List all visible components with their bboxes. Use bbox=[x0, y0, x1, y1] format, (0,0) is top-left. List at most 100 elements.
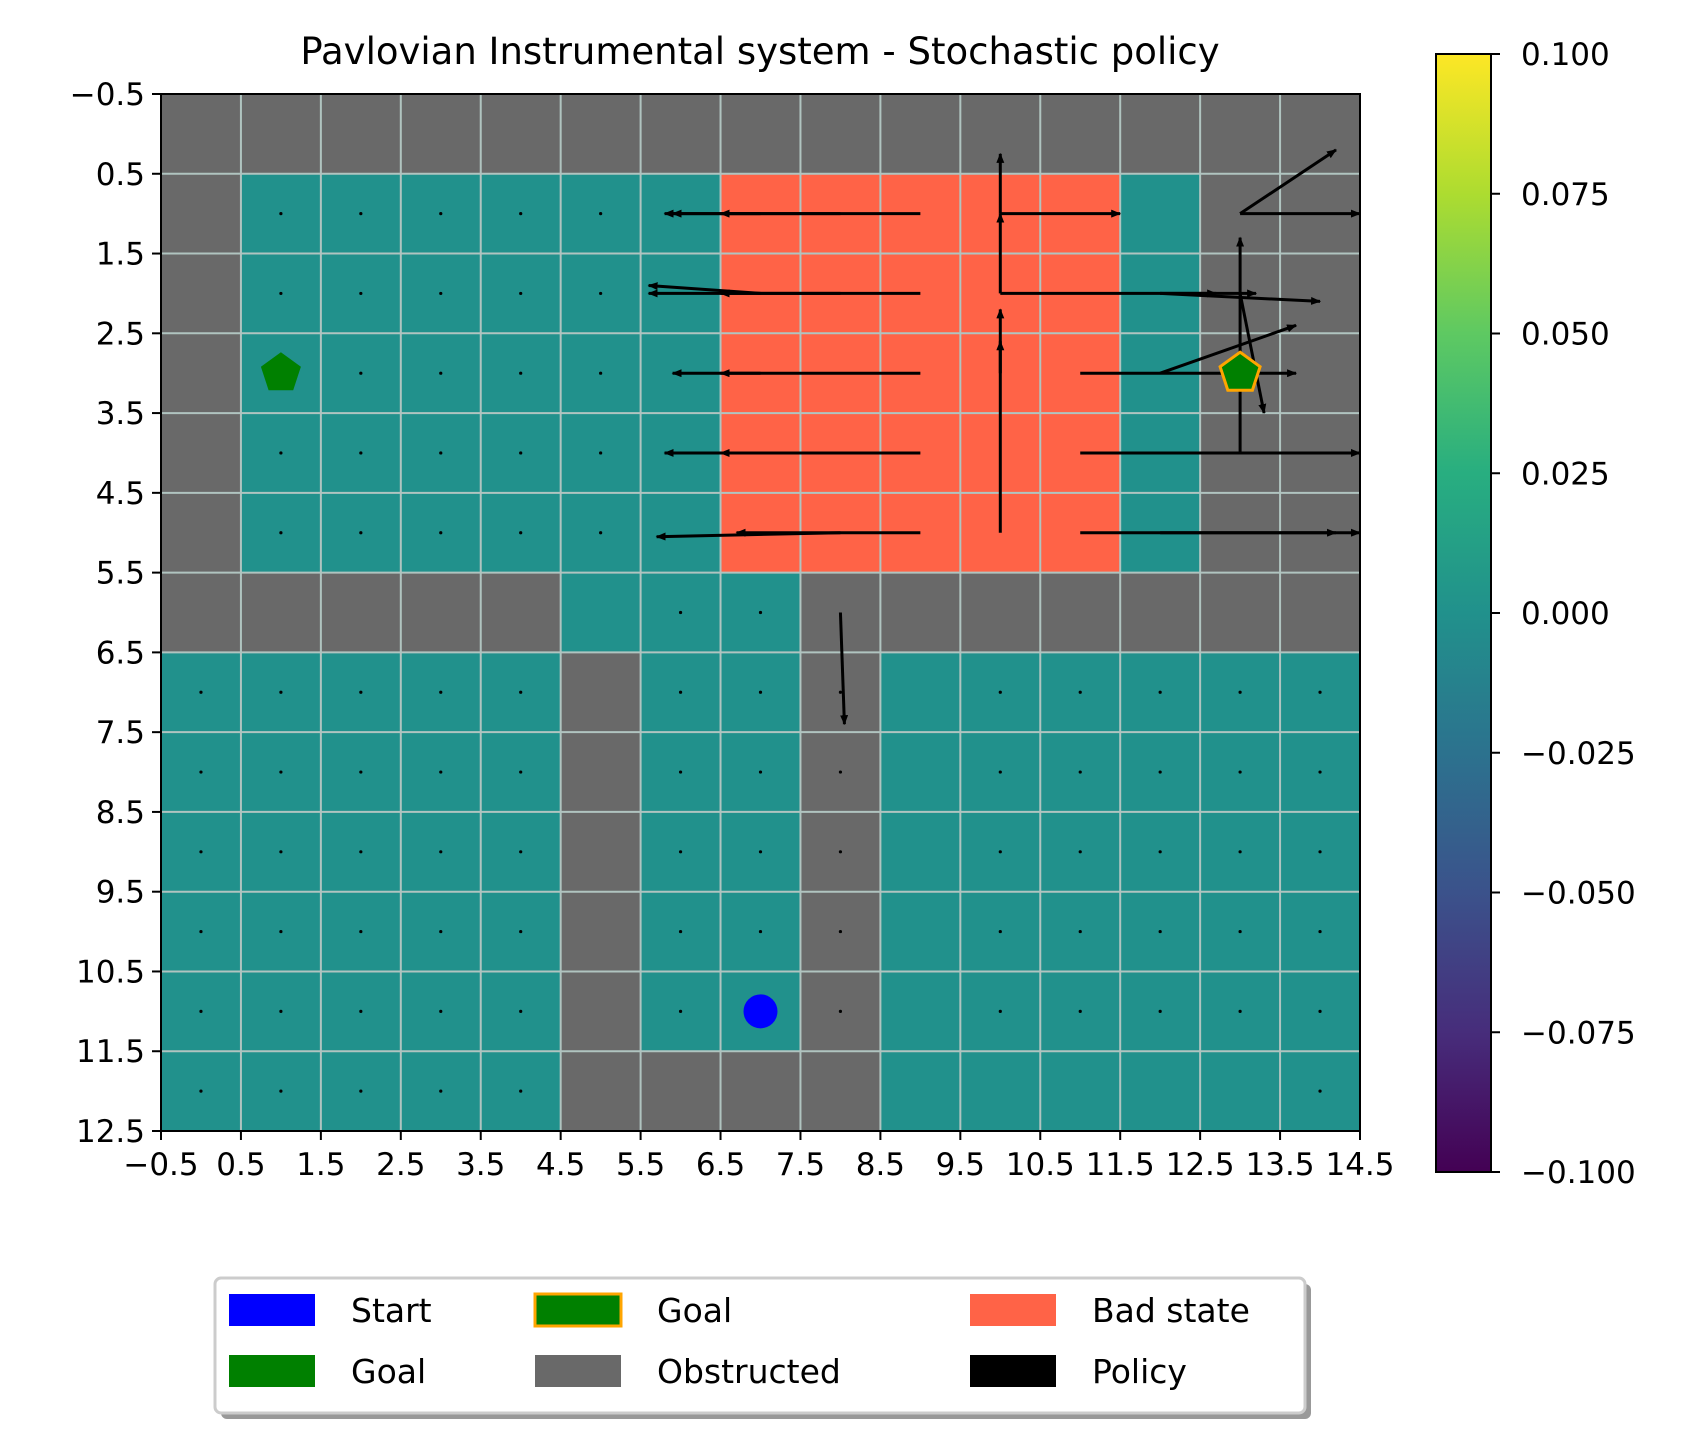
x-tick-label: 14.5 bbox=[1325, 1147, 1394, 1183]
policy-dot bbox=[359, 371, 363, 375]
y-tick-label: 3.5 bbox=[96, 396, 145, 432]
legend-swatch bbox=[533, 1292, 623, 1328]
colorbar-tick-label: −0.075 bbox=[1521, 1015, 1636, 1051]
policy-dot bbox=[758, 850, 763, 854]
colorbar-tick-label: 0.050 bbox=[1521, 317, 1610, 353]
grid-cell bbox=[560, 572, 642, 653]
policy-dot bbox=[758, 929, 763, 934]
x-tick-label: 8.5 bbox=[856, 1147, 905, 1183]
policy-dot bbox=[439, 371, 443, 375]
x-tick-label: 1.5 bbox=[296, 1147, 345, 1183]
policy-dot bbox=[279, 531, 283, 535]
policy-dot bbox=[1238, 1009, 1242, 1013]
policy-dot bbox=[758, 610, 763, 615]
grid-cell bbox=[1040, 1051, 1121, 1132]
policy-dot bbox=[758, 770, 763, 774]
y-tick-label: 10.5 bbox=[76, 954, 145, 990]
y-tick-label: 12.5 bbox=[76, 1114, 145, 1150]
policy-dot bbox=[678, 1009, 683, 1013]
obstructed-cell bbox=[1200, 572, 1281, 653]
legend-label: Goal bbox=[351, 1352, 426, 1391]
obstructed-cell bbox=[560, 1051, 642, 1132]
policy-dot bbox=[199, 929, 203, 934]
obstructed-cell bbox=[560, 971, 642, 1052]
x-tick-label: 0.5 bbox=[216, 1147, 265, 1183]
colorbar-tick-label: −0.050 bbox=[1521, 876, 1636, 912]
policy-dot bbox=[279, 929, 283, 934]
policy-dot bbox=[599, 531, 603, 535]
policy-dot bbox=[439, 291, 443, 296]
policy-dot bbox=[1318, 1009, 1322, 1013]
obstructed-cell bbox=[320, 572, 402, 653]
policy-dot bbox=[519, 212, 523, 216]
policy-arrow bbox=[1159, 323, 1297, 375]
policy-dot bbox=[1078, 1009, 1082, 1013]
policy-dot bbox=[838, 1009, 843, 1013]
y-tick-label: 7.5 bbox=[96, 715, 145, 751]
x-tick-label: 3.5 bbox=[456, 1147, 505, 1183]
colorbar-gradient bbox=[1436, 54, 1491, 1172]
colorbar: 0.100 0.075 0.050 0.025 0.000 −0.025 −0.050 −0.… bbox=[1435, 37, 1636, 1191]
policy-dot bbox=[359, 1089, 363, 1093]
policy-dot bbox=[519, 850, 523, 854]
policy-dot bbox=[1318, 690, 1322, 694]
y-tick-label: −0.5 bbox=[70, 77, 145, 113]
policy-dot bbox=[1158, 929, 1162, 934]
y-tick-label: 8.5 bbox=[96, 795, 145, 831]
policy-arrow bbox=[838, 612, 849, 726]
policy-dot bbox=[279, 291, 283, 296]
policy-dot bbox=[838, 929, 843, 934]
obstructed-cell bbox=[1120, 572, 1201, 653]
x-tick-label: 9.5 bbox=[936, 1147, 985, 1183]
policy-dot bbox=[279, 690, 283, 694]
policy-dot bbox=[1158, 850, 1162, 854]
policy-dot bbox=[199, 770, 203, 774]
plot-frame bbox=[160, 93, 1361, 1132]
policy-dot bbox=[1318, 770, 1322, 774]
y-axis: −0.5 0.5 1.5 2.5 3.5 4.5 5.5 6.5 7.5 8.5 9.5 10.5 11… bbox=[70, 77, 161, 1150]
policy-dot bbox=[359, 690, 363, 694]
policy-dot bbox=[1238, 850, 1242, 854]
obstructed-cell bbox=[800, 1051, 881, 1132]
grid-cell bbox=[1200, 1051, 1281, 1132]
x-tick-label: 7.5 bbox=[776, 1147, 825, 1183]
obstructed-cell bbox=[1040, 572, 1121, 653]
policy-dot bbox=[678, 770, 683, 774]
policy-dot bbox=[519, 531, 523, 535]
policy-dot bbox=[359, 531, 363, 535]
obstructed-cell bbox=[880, 94, 961, 175]
policy-dot bbox=[439, 850, 443, 854]
grid-cell bbox=[880, 891, 961, 973]
obstructed-cell bbox=[1040, 94, 1121, 175]
grid-cell bbox=[880, 971, 961, 1052]
policy-dot bbox=[838, 770, 843, 774]
policy-dot bbox=[439, 1089, 443, 1093]
policy-dot bbox=[519, 1009, 523, 1013]
start-marker bbox=[743, 994, 778, 1029]
obstructed-cell bbox=[560, 811, 642, 893]
x-tick-label: 6.5 bbox=[696, 1147, 745, 1183]
obstructed-cell bbox=[960, 572, 1041, 653]
policy-dot bbox=[439, 929, 443, 934]
x-tick-label: 13.5 bbox=[1246, 1147, 1315, 1183]
obstructed-cell bbox=[640, 1051, 722, 1132]
policy-arrow bbox=[1239, 148, 1337, 215]
obstructed-cell bbox=[640, 94, 722, 175]
policy-dot bbox=[838, 690, 843, 694]
obstructed-cell bbox=[161, 492, 242, 574]
policy-dot bbox=[439, 212, 443, 216]
colorbar-tick-label: −0.100 bbox=[1521, 1155, 1636, 1191]
colorbar-tick-label: 0.025 bbox=[1521, 456, 1610, 492]
policy-dot bbox=[199, 1089, 203, 1093]
policy-dot bbox=[1238, 929, 1242, 934]
obstructed-cell bbox=[161, 333, 242, 414]
y-tick-label: 9.5 bbox=[96, 875, 145, 911]
y-tick-label: 1.5 bbox=[96, 237, 145, 273]
colorbar-tick-label: 0.000 bbox=[1521, 596, 1610, 632]
policy-dot bbox=[199, 1009, 203, 1013]
plot-area bbox=[160, 93, 1361, 1132]
obstructed-cell bbox=[161, 413, 242, 494]
policy-dot bbox=[519, 371, 523, 375]
policy-dot bbox=[678, 850, 683, 854]
legend-label: Bad state bbox=[1092, 1291, 1250, 1330]
